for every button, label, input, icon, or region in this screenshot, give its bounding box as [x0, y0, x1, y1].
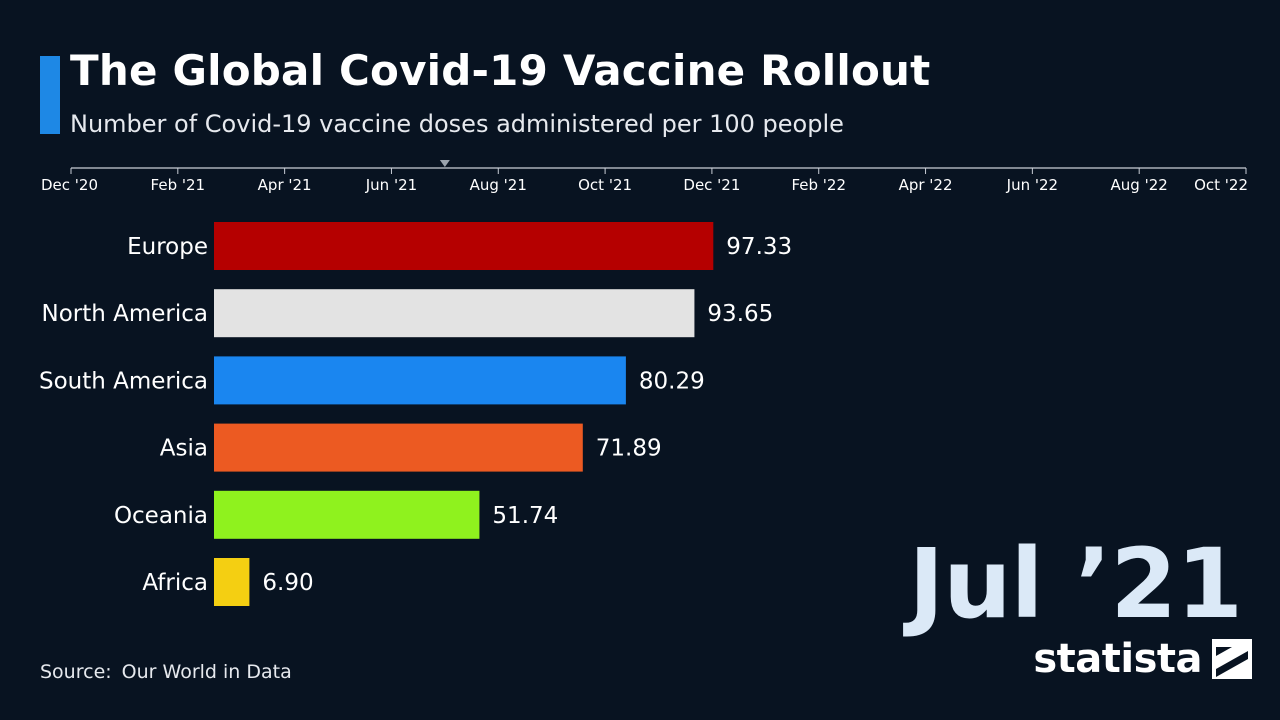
timeline-tick-label: Jun '22 [1006, 176, 1058, 194]
brand-name: statista [1033, 636, 1202, 682]
source-note: Source: Our World in Data [40, 661, 292, 683]
category-label: Europe [127, 234, 208, 260]
page-subtitle: Number of Covid-19 vaccine doses adminis… [70, 110, 844, 138]
title-accent-bar [40, 56, 60, 134]
value-label: 71.89 [596, 436, 662, 462]
value-label: 6.90 [262, 570, 313, 596]
bar-chart: Europe 97.33 North America 93.65 South Ameri… [39, 222, 792, 606]
bar [214, 423, 583, 472]
category-label: North America [41, 301, 208, 327]
current-date-label: Jul ’21 [908, 528, 1243, 640]
statista-logo-icon [1212, 639, 1252, 679]
bar [214, 356, 626, 405]
brand: statista [1033, 636, 1252, 682]
category-label: Asia [160, 436, 208, 462]
timeline-tick-label: Aug '21 [470, 176, 527, 194]
timeline-tick-label: Apr '21 [258, 176, 312, 194]
category-label: Oceania [114, 503, 208, 529]
bar [214, 289, 695, 338]
page-title: The Global Covid-19 Vaccine Rollout [70, 46, 931, 95]
value-label: 93.65 [707, 301, 773, 327]
timeline-tick-label: Jun '21 [365, 176, 417, 194]
timeline-tick-label: Feb '21 [151, 176, 206, 194]
timeline-tick-label: Feb '22 [791, 176, 846, 194]
bar [214, 558, 250, 606]
bar [214, 490, 480, 539]
timeline-tick-label: Dec '20 [41, 176, 98, 194]
timeline-tick-label: Oct '22 [1194, 176, 1248, 194]
timeline-current-marker [439, 160, 450, 167]
timeline-tick-label: Dec '21 [683, 176, 740, 194]
timeline-tick-label: Oct '21 [578, 176, 632, 194]
value-label: 80.29 [639, 368, 705, 394]
source-label: Source: [40, 661, 112, 683]
timeline-tick-label: Apr '22 [899, 176, 953, 194]
source-value: Our World in Data [121, 661, 292, 683]
bar [214, 222, 714, 270]
timeline-axis: Dec '20 Feb '21 Apr '21 Jun '21 Aug '21 Oct '… [41, 160, 1248, 194]
category-label: Africa [142, 570, 208, 596]
timeline-tick-label: Aug '22 [1111, 176, 1168, 194]
category-label: South America [39, 368, 208, 394]
value-label: 51.74 [492, 503, 558, 529]
value-label: 97.33 [726, 234, 792, 260]
